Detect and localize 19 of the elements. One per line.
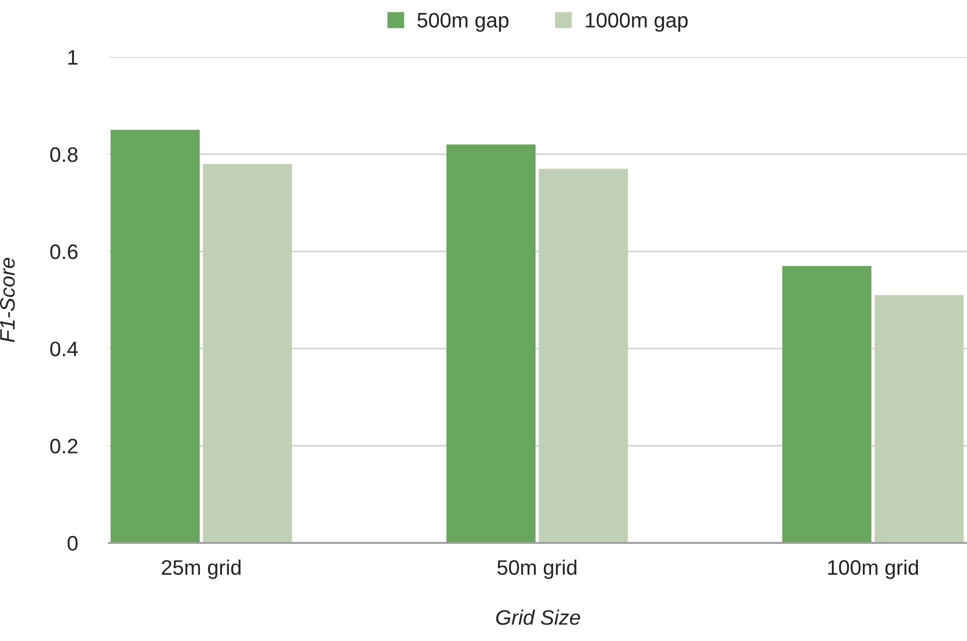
y-tick-label: 0.8 [50,147,78,162]
y-tick-label: 0.2 [50,438,78,454]
y-axis-title: F1-Score [0,258,15,342]
bar [874,295,964,543]
bar [446,144,536,543]
y-tick-label: 0 [68,536,78,551]
bar [202,164,292,543]
bar [110,130,200,543]
legend-label: 500m gap [417,12,508,32]
y-tick-label: 1 [68,50,78,65]
y-tick-label: 0.6 [50,244,78,260]
x-tick-label: 100m grid [828,560,918,580]
y-tick-label: 0.4 [50,342,78,356]
x-tick-label: 25m grid [162,560,241,580]
bar [538,168,628,543]
x-tick-label: 50m grid [497,560,576,580]
legend-label: 1000m gap [586,12,688,32]
x-axis-title: Grid Size [496,610,580,625]
bar [782,266,872,543]
